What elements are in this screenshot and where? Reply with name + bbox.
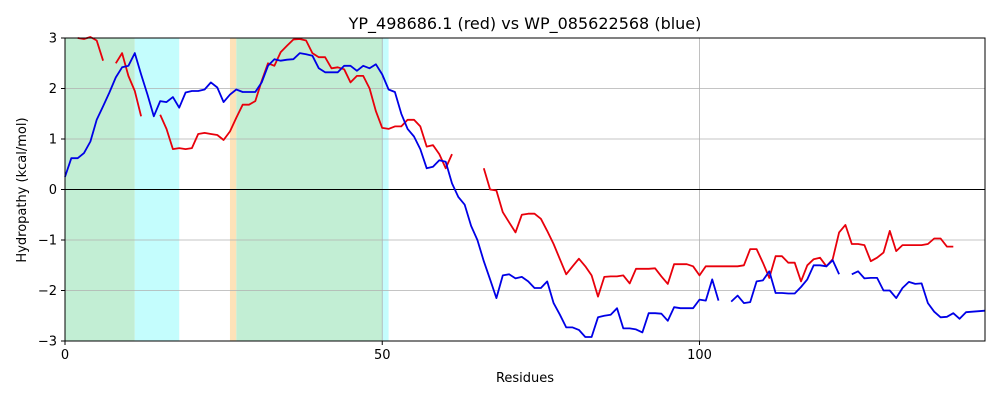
series-lines bbox=[64, 36, 986, 338]
y-tick-label-1: −2 bbox=[38, 284, 57, 299]
chart-title: YP_498686.1 (red) vs WP_085622568 (blue) bbox=[348, 14, 702, 34]
y-tick-label-3: 0 bbox=[49, 183, 57, 198]
y-tick-label-0: −3 bbox=[38, 335, 57, 350]
y-tick-label-4: 1 bbox=[49, 133, 57, 148]
x-axis-ticks: 0 50 100 bbox=[61, 341, 712, 363]
y-axis-title: Hydropathy (kcal/mol) bbox=[15, 117, 30, 262]
grid-lines bbox=[64, 37, 985, 342]
x-tick-label-1: 50 bbox=[374, 348, 391, 363]
series-line-0 bbox=[77, 36, 954, 298]
series-line-1 bbox=[64, 52, 986, 338]
y-tick-label-2: −1 bbox=[38, 234, 57, 249]
x-tick-label-2: 100 bbox=[687, 348, 712, 363]
y-axis-ticks: −3 −2 −1 0 1 2 3 bbox=[38, 32, 65, 350]
y-tick-label-6: 3 bbox=[49, 32, 57, 47]
y-tick-label-5: 2 bbox=[49, 82, 57, 97]
x-axis-title: Residues bbox=[496, 371, 554, 386]
x-tick-label-0: 0 bbox=[61, 348, 69, 363]
